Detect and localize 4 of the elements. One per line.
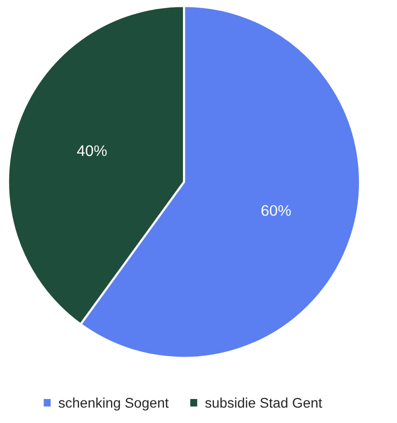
legend-label: schenking Sogent xyxy=(58,398,169,410)
legend-label: subsidie Stad Gent xyxy=(205,398,322,408)
data-label: 60% xyxy=(262,205,291,216)
data-label: 40% xyxy=(77,145,107,156)
